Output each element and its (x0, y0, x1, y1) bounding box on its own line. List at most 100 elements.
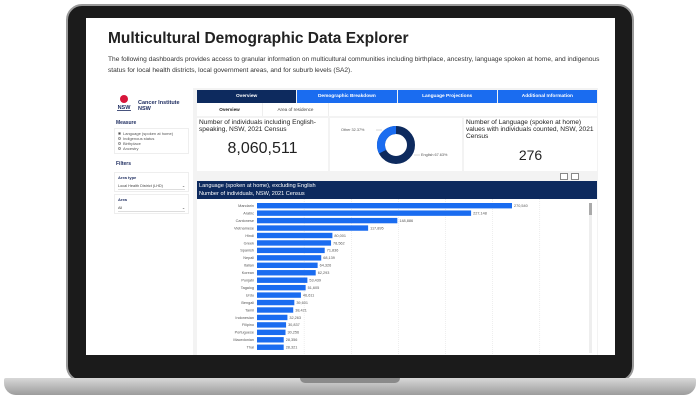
measure-radio[interactable]: Indigenous status (118, 136, 188, 141)
data-label: 64,326 (320, 264, 332, 268)
measure-radio-group: Language (spoken at home) Indigenous stat… (114, 128, 189, 154)
donut-slice-other (377, 126, 415, 164)
category-label: Mandarin (238, 204, 254, 208)
measure-radio[interactable]: Ancestry (118, 146, 188, 151)
donut-label-english: English 67.63% (421, 153, 448, 157)
data-label: 32,263 (289, 316, 301, 320)
chart-toolbar (560, 173, 579, 180)
radio-label: Language (spoken at home) (123, 131, 174, 136)
donut-label-other: Other 32.37% (341, 128, 365, 132)
donut-card: Other 32.37% English 67.63% (330, 118, 462, 171)
category-label: Cantonese (236, 219, 254, 223)
data-label: 28,356 (286, 338, 298, 342)
tab-overview[interactable]: Overview (197, 90, 297, 103)
page-title: Multicultural Demographic Data Explorer (108, 30, 409, 47)
chart-title: Language (spoken at home), excluding Eng… (199, 183, 316, 189)
radio-button[interactable] (118, 132, 121, 135)
bar[interactable] (257, 210, 472, 216)
category-label: Punjabi (241, 279, 254, 283)
bar[interactable] (257, 307, 294, 313)
bar[interactable] (257, 277, 308, 283)
table-view-icon[interactable] (571, 173, 579, 180)
bar[interactable] (257, 232, 333, 239)
data-label: 148,886 (399, 219, 413, 223)
org-name: Cancer Institute NSW (138, 100, 180, 112)
category-label: Italian (244, 264, 254, 268)
bar[interactable] (257, 314, 288, 321)
data-label: 28,321 (286, 346, 298, 350)
bar[interactable] (257, 329, 286, 336)
kpi-title: Number of individuals including English-… (199, 119, 316, 133)
bar[interactable] (257, 284, 306, 291)
category-label: Vietnamese (234, 226, 254, 230)
bar[interactable] (257, 217, 398, 224)
sub-tabs: Overview Area of residence (197, 103, 597, 116)
measure-radio[interactable]: Language (spoken at home) (118, 131, 188, 136)
category-label: Indonesian (235, 316, 254, 320)
data-label: 62,293 (318, 271, 330, 275)
kpi-card-individuals: Number of individuals including English-… (197, 118, 328, 171)
measure-label: Measure (116, 120, 137, 126)
scrollbar-thumb[interactable] (589, 203, 592, 215)
category-label: Tagalog (241, 286, 254, 290)
area-type-select[interactable]: Local Health District (LHD) ⌄ (118, 182, 185, 190)
category-label: Thai (247, 346, 255, 350)
category-label: Greek (244, 241, 254, 245)
bar[interactable] (257, 270, 316, 276)
data-label: 71,836 (327, 249, 339, 253)
kpi-value: 276 (518, 147, 543, 163)
data-label: 30,256 (288, 331, 300, 335)
area-value: All (118, 205, 123, 210)
tab-language-projections[interactable]: Language Projections (397, 90, 497, 103)
data-label: 46,611 (303, 293, 314, 297)
radio-button[interactable] (118, 142, 121, 145)
page-description: The following dashboards provides access… (108, 56, 600, 74)
category-label: Macedonian (233, 338, 254, 342)
bar[interactable] (257, 337, 284, 343)
bar-chart-view-icon[interactable] (560, 173, 568, 180)
donut-chart (376, 126, 420, 164)
chart-subtitle: Number of individuals, NSW, 2021 Census (199, 191, 305, 197)
data-label: 38,421 (295, 308, 307, 312)
data-label: 68,139 (323, 256, 335, 260)
radio-label: Ancestry (123, 146, 139, 151)
bar[interactable] (257, 292, 301, 298)
category-label: Spanish (240, 249, 254, 253)
data-label: 80,001 (334, 234, 346, 238)
area-type-value: Local Health District (LHD) (118, 183, 163, 188)
category-label: Arabic (243, 211, 254, 215)
bar[interactable] (257, 344, 284, 350)
area-type-label: Area type (118, 175, 137, 180)
category-label: Filipino (242, 323, 254, 327)
bar[interactable] (257, 255, 322, 261)
category-label: Urdu (246, 293, 254, 297)
tab-demographic-breakdown[interactable]: Demographic Breakdown (297, 90, 397, 103)
bar[interactable] (257, 240, 332, 246)
subtab-overview[interactable]: Overview (197, 103, 263, 116)
bar-chart-svg: Mandarin 270,540 Arabic 227,148 Cantonese 148… (233, 199, 541, 355)
radio-button[interactable] (118, 137, 121, 140)
data-label: 30,837 (288, 323, 300, 327)
measure-radio[interactable]: Birthplace (118, 141, 188, 146)
data-label: 78,562 (333, 241, 345, 245)
bar-chart: Mandarin 270,540 Arabic 227,148 Cantonese 148… (197, 199, 597, 355)
area-select[interactable]: All ⌄ (118, 204, 185, 212)
main-tabs: Overview Demographic Breakdown Language … (197, 90, 597, 103)
chart-scrollbar[interactable] (589, 203, 592, 353)
bar[interactable] (257, 299, 295, 306)
sidebar: NSW Cancer Institute NSW Measure Languag… (110, 88, 193, 355)
subtab-area-of-residence[interactable]: Area of residence (263, 103, 329, 116)
category-label: Portuguese (235, 331, 254, 335)
bar[interactable] (257, 262, 318, 268)
bar[interactable] (257, 322, 287, 328)
data-label: 51,605 (308, 286, 320, 290)
tab-additional-information[interactable]: Additional Information (497, 90, 597, 103)
radio-button[interactable] (118, 147, 121, 150)
data-label: 53,439 (309, 279, 321, 283)
bar[interactable] (257, 203, 512, 209)
bar[interactable] (257, 247, 325, 254)
bar[interactable] (257, 225, 369, 231)
category-label: Korean (242, 271, 254, 275)
data-label: 270,540 (514, 204, 528, 208)
chevron-down-icon: ⌄ (181, 184, 185, 188)
